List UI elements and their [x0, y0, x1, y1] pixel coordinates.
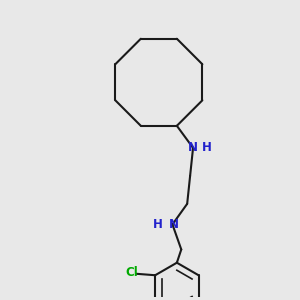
Text: H: H: [202, 141, 212, 154]
Text: H: H: [153, 218, 163, 231]
Text: Cl: Cl: [125, 266, 138, 279]
Text: N: N: [169, 218, 179, 231]
Text: N: N: [188, 141, 198, 154]
